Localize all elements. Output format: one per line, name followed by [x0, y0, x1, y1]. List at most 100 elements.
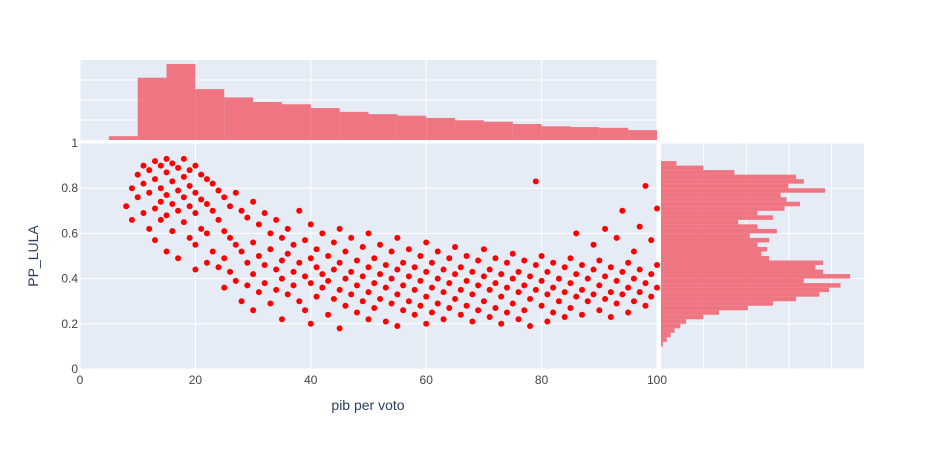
scatter-point-119 [330, 239, 337, 246]
scatter-point-25 [169, 178, 176, 185]
scatter-point-130 [348, 268, 355, 275]
scatter-point-59 [221, 228, 228, 235]
y-axis-ticks: 0 0.2 0.4 0.6 0.8 1 [61, 136, 78, 376]
scatter-point-51 [203, 259, 210, 266]
scatter-point-160 [400, 307, 407, 314]
scatter-point-93 [278, 316, 285, 323]
scatter-point-232 [538, 277, 545, 284]
scatter-point-57 [215, 264, 222, 271]
scatter-point-241 [555, 298, 562, 305]
scatter-point-246 [567, 280, 574, 287]
scatter-point-116 [325, 253, 332, 259]
scatter-point-166 [411, 311, 418, 318]
scatter-point-184 [446, 280, 453, 287]
scatter-point-5 [140, 162, 147, 169]
top-hist-bar-6 [281, 104, 311, 140]
scatter-point-148 [382, 262, 389, 269]
top-hist-bar-7 [310, 108, 340, 140]
scatter-point-71 [244, 214, 251, 221]
scatter-point-247 [567, 304, 574, 311]
scatter-point-111 [313, 264, 320, 271]
scatter-point-175 [428, 284, 435, 291]
scatter-point-117 [325, 277, 332, 284]
scatter-point-62 [227, 203, 234, 210]
scatter-point-256 [590, 266, 597, 273]
scatter-point-48 [203, 176, 210, 183]
scatter-point-138 [365, 230, 372, 237]
scatter-point-10 [146, 225, 153, 232]
scatter-point-289 [654, 284, 660, 291]
scatter-point-80 [255, 289, 262, 296]
scatter-point-136 [359, 273, 366, 280]
right-hist-bar-35 [661, 183, 789, 189]
x-axis-ticks: 0 20 40 60 80 100 [77, 373, 668, 387]
scatter-point-244 [561, 314, 568, 321]
scatter-point-169 [417, 302, 424, 309]
right-hist-bar-29 [661, 210, 758, 216]
scatter-point-187 [452, 271, 459, 278]
scatter-point-83 [261, 280, 268, 287]
scatter-point-167 [417, 253, 424, 259]
scatter-point-278 [630, 298, 637, 305]
scatter-point-29 [175, 187, 182, 194]
scatter-point-276 [625, 309, 632, 316]
scatter-point-115 [319, 284, 326, 291]
right-hist-bar-24 [661, 233, 750, 238]
scatter-point-224 [521, 307, 528, 314]
scatter-point-183 [446, 255, 453, 262]
scatter-point-271 [619, 268, 626, 275]
top-hist-bar-12 [455, 120, 484, 140]
scatter-point-32 [180, 155, 187, 162]
scatter-point-123 [336, 259, 343, 266]
scatter-point-245 [567, 255, 574, 262]
right-hist-bar-22 [661, 242, 758, 247]
top-hist-bar-4 [224, 97, 254, 140]
scatter-point-90 [278, 234, 285, 241]
scatter-point-238 [550, 284, 557, 291]
scatter-point-58 [221, 194, 228, 201]
top-hist-bar-8 [339, 111, 369, 140]
scatter-point-228 [532, 262, 539, 269]
scatter-point-39 [186, 234, 193, 241]
top-hist-bar-9 [368, 114, 398, 140]
scatter-point-64 [227, 268, 234, 275]
scatter-point-227 [527, 323, 534, 330]
scatter-point-110 [313, 246, 320, 253]
scatter-points [123, 155, 660, 332]
y-tick-label-5: 1 [71, 136, 78, 150]
right-hist-bar-39 [661, 165, 704, 171]
scatter-point-101 [296, 259, 303, 266]
right-hist-bar-38 [661, 170, 735, 175]
scatter-point-105 [302, 307, 309, 314]
right-hist-bar-12 [661, 287, 829, 293]
scatter-point-200 [475, 307, 482, 314]
scatter-point-99 [290, 282, 297, 289]
scatter-point-84 [267, 230, 274, 237]
right-hist-bar-8 [661, 305, 748, 311]
scatter-point-120 [330, 266, 337, 273]
scatter-point-46 [198, 196, 205, 203]
scatter-point-92 [278, 275, 285, 282]
scatter-point-126 [342, 248, 349, 255]
scatter-point-77 [250, 307, 257, 314]
scatter-point-135 [359, 243, 366, 250]
scatter-point-286 [648, 271, 655, 278]
scatter-point-100 [296, 207, 303, 214]
scatter-point-218 [509, 300, 516, 307]
scatter-point-41 [192, 189, 199, 196]
scatter-point-114 [319, 271, 326, 278]
x-tick-label-4: 80 [535, 373, 549, 387]
scatter-point-54 [209, 248, 216, 255]
scatter-point-233 [538, 302, 545, 309]
scatter-point-226 [527, 295, 534, 302]
scatter-point-14 [152, 237, 159, 244]
scatter-point-12 [152, 176, 159, 183]
scatter-point-206 [486, 314, 493, 321]
scatter-point-16 [157, 185, 164, 192]
scatter-point-221 [515, 316, 522, 323]
scatter-point-157 [394, 323, 401, 330]
top-hist-bar-3 [195, 89, 225, 140]
scatter-point-98 [290, 268, 297, 275]
scatter-point-56 [215, 216, 222, 223]
